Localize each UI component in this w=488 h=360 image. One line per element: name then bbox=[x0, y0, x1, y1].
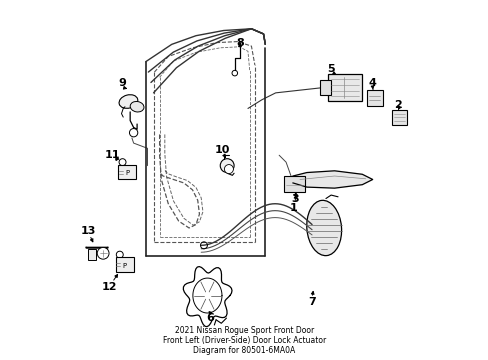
Polygon shape bbox=[292, 171, 372, 188]
Text: 7: 7 bbox=[307, 297, 315, 307]
Circle shape bbox=[220, 159, 234, 172]
FancyBboxPatch shape bbox=[327, 75, 361, 101]
Text: 12: 12 bbox=[102, 282, 117, 292]
FancyBboxPatch shape bbox=[319, 80, 330, 95]
Ellipse shape bbox=[130, 102, 143, 112]
Text: 2021 Nissan Rogue Sport Front Door
Front Left (Driver-Side) Door Lock Actuator
D: 2021 Nissan Rogue Sport Front Door Front… bbox=[163, 326, 325, 355]
FancyBboxPatch shape bbox=[88, 249, 96, 260]
Text: P: P bbox=[122, 263, 126, 269]
Text: 2: 2 bbox=[394, 100, 402, 110]
Text: 13: 13 bbox=[80, 226, 95, 236]
FancyBboxPatch shape bbox=[115, 257, 133, 272]
FancyBboxPatch shape bbox=[118, 165, 136, 180]
FancyBboxPatch shape bbox=[283, 176, 305, 192]
Text: 1: 1 bbox=[289, 203, 297, 213]
FancyBboxPatch shape bbox=[366, 90, 382, 106]
FancyBboxPatch shape bbox=[391, 110, 407, 125]
Text: 10: 10 bbox=[214, 145, 229, 155]
Text: 4: 4 bbox=[367, 78, 375, 88]
Text: P: P bbox=[125, 170, 129, 176]
Text: 9: 9 bbox=[119, 78, 126, 88]
Text: 5: 5 bbox=[326, 64, 334, 74]
Ellipse shape bbox=[306, 200, 341, 256]
Circle shape bbox=[224, 165, 233, 174]
Text: 8: 8 bbox=[236, 38, 244, 48]
Text: 6: 6 bbox=[205, 313, 213, 323]
Circle shape bbox=[97, 247, 109, 259]
Circle shape bbox=[129, 129, 138, 137]
Ellipse shape bbox=[119, 95, 138, 108]
Text: 11: 11 bbox=[104, 150, 120, 160]
Text: 3: 3 bbox=[290, 194, 298, 203]
